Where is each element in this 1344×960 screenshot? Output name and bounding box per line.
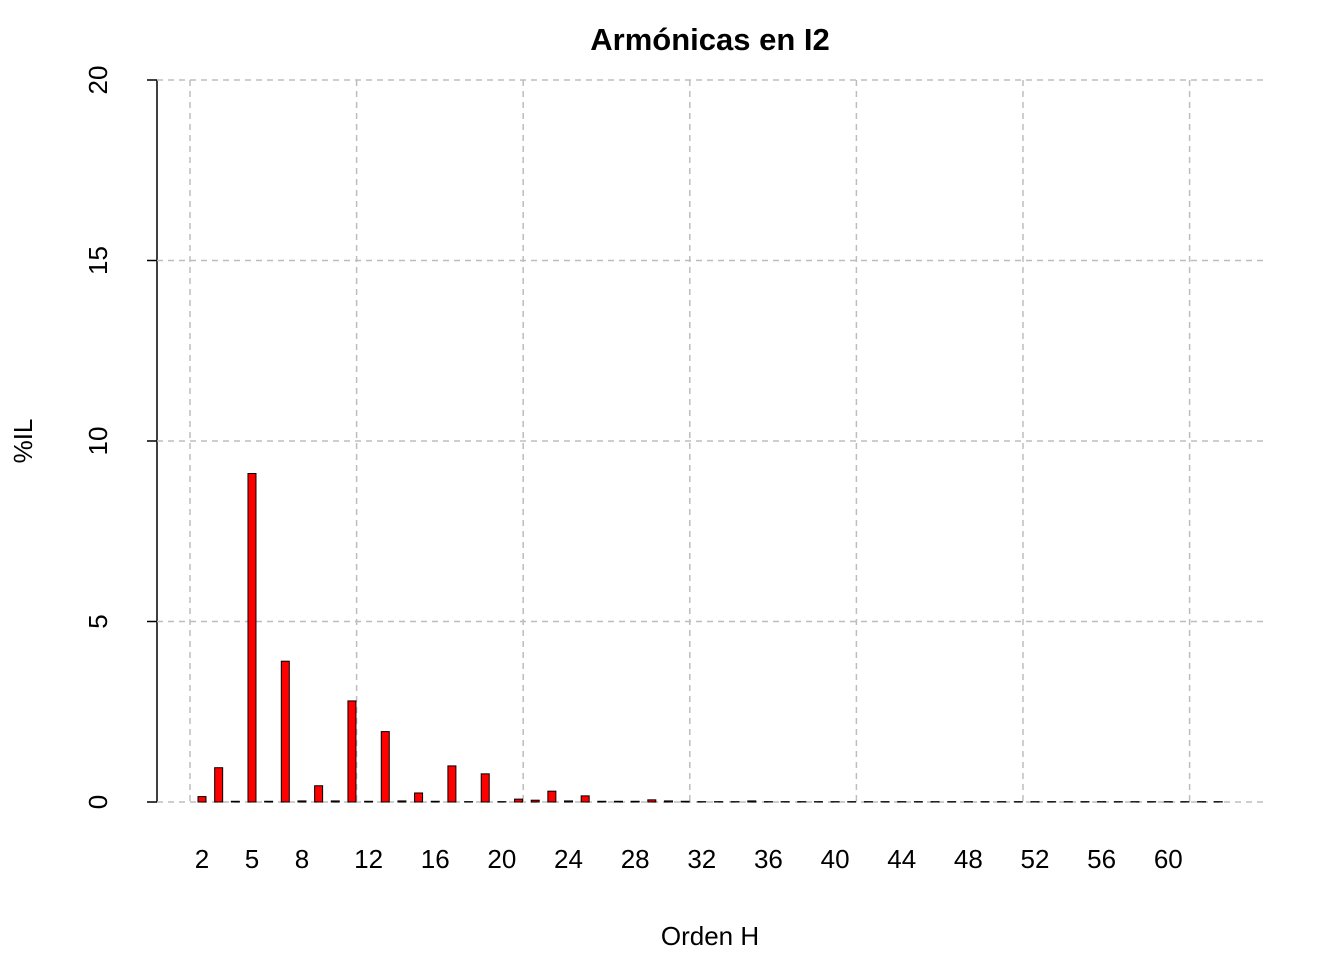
- bar: [630, 800, 640, 803]
- bar: [330, 800, 340, 803]
- x-axis-label: Orden H: [661, 921, 759, 951]
- bar: [380, 731, 390, 803]
- bar: [197, 796, 207, 803]
- bar: [264, 800, 274, 803]
- x-tick-label: 60: [1154, 844, 1183, 874]
- bar: [214, 767, 224, 803]
- bar: [230, 800, 240, 803]
- bar: [597, 800, 607, 803]
- y-tick-label: 20: [83, 66, 113, 95]
- y-tick-label: 10: [83, 427, 113, 456]
- x-tick-label: 40: [821, 844, 850, 874]
- bar: [747, 800, 757, 803]
- y-tick-label: 5: [83, 614, 113, 628]
- y-axis-label: %IL: [8, 419, 38, 464]
- bar: [580, 795, 590, 803]
- x-tick-label: 52: [1021, 844, 1050, 874]
- bar: [647, 799, 657, 803]
- x-tick-label: 36: [754, 844, 783, 874]
- bar: [364, 800, 374, 803]
- bar: [280, 660, 290, 803]
- bar: [480, 773, 490, 803]
- x-tick-label: 56: [1087, 844, 1116, 874]
- x-tick-label: 2: [195, 844, 209, 874]
- bar: [247, 472, 257, 803]
- bar: [564, 800, 574, 803]
- x-tick-label: 44: [887, 844, 916, 874]
- bar: [514, 798, 524, 803]
- bar: [430, 800, 440, 803]
- chart-title: Armónicas en I2: [590, 22, 829, 57]
- bar: [680, 800, 690, 803]
- x-tick-label: 8: [295, 844, 309, 874]
- x-tick-label: 12: [354, 844, 383, 874]
- bar: [663, 800, 673, 803]
- y-tick-label: 0: [83, 795, 113, 809]
- bar: [447, 765, 457, 803]
- bar: [614, 800, 623, 803]
- x-tick-label: 48: [954, 844, 983, 874]
- x-tick-label: 28: [621, 844, 650, 874]
- bar: [414, 792, 424, 803]
- y-tick-label: 15: [83, 246, 113, 275]
- bar: [297, 800, 307, 803]
- x-tick-label: 5: [245, 844, 259, 874]
- bar: [347, 700, 357, 803]
- bar: [397, 800, 407, 803]
- bar: [547, 790, 557, 803]
- bar: [530, 799, 540, 803]
- x-tick-label: 20: [487, 844, 516, 874]
- x-tick-label: 24: [554, 844, 583, 874]
- bar: [314, 785, 324, 803]
- x-tick-label: 16: [421, 844, 450, 874]
- x-tick-label: 32: [687, 844, 716, 874]
